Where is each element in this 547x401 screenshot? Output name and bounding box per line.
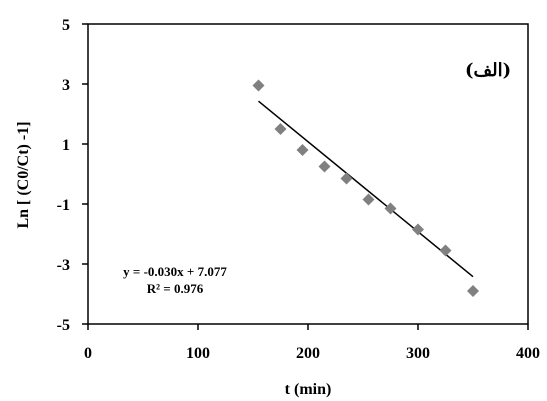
data-point — [439, 244, 452, 257]
x-tick-label: 200 — [296, 345, 320, 362]
y-axis-title: Ln [ (C0/Ct) -1] — [15, 121, 32, 228]
y-tick-label: -1 — [57, 197, 70, 214]
data-point — [296, 144, 309, 156]
trendline — [258, 100, 474, 278]
plot-area — [82, 23, 529, 330]
data-point — [340, 172, 353, 185]
data-point — [274, 123, 287, 135]
data-point — [252, 79, 265, 92]
y-tick-labels: 5 3 1 -1 -3 -5 — [57, 17, 70, 334]
y-tick-label: 1 — [62, 137, 70, 154]
plot-frame — [87, 23, 529, 325]
data-point — [318, 160, 331, 173]
y-tick-label: 5 — [62, 17, 70, 34]
y-tick-label: 3 — [62, 77, 70, 94]
x-tick-label: 400 — [516, 345, 540, 362]
data-point — [362, 193, 375, 206]
x-tick-label: 0 — [84, 345, 92, 362]
data-point — [384, 202, 397, 215]
panel-label: (الف) — [465, 60, 511, 81]
data-point — [467, 285, 479, 297]
x-tick-label: 100 — [186, 345, 210, 362]
x-tick-labels: 0 100 200 300 400 — [84, 345, 540, 362]
y-tick-label: -5 — [57, 317, 70, 334]
data-point — [412, 223, 424, 236]
trendline-r-squared: R² = 0.976 — [147, 281, 204, 296]
x-axis-title: t (min) — [285, 381, 332, 398]
x-tick-label: 300 — [406, 345, 430, 362]
trendline-equation: y = -0.030x + 7.077 — [123, 264, 227, 279]
y-tick-label: -3 — [57, 257, 70, 274]
